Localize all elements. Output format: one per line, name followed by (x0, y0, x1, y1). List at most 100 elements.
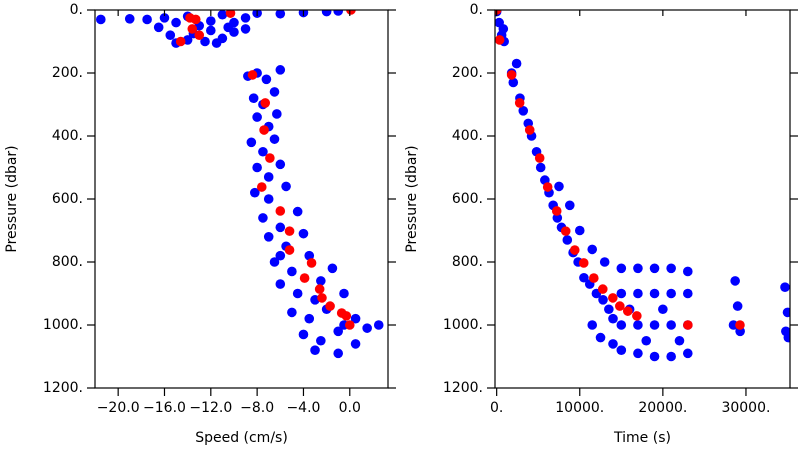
point (598, 295, 608, 305)
point (587, 320, 598, 330)
point (275, 250, 286, 261)
point (730, 276, 740, 286)
x-tick-label: 10000. (555, 400, 604, 416)
point (616, 263, 627, 274)
point (666, 320, 676, 330)
point (373, 320, 384, 330)
point (175, 36, 186, 47)
point (250, 187, 260, 198)
point (304, 313, 315, 324)
point (252, 112, 262, 122)
x-tick-label: −8.0 (240, 400, 274, 416)
point (263, 232, 274, 242)
point (314, 284, 325, 294)
point (247, 70, 258, 80)
y-tick-label: 800. (52, 254, 83, 270)
y-tick-label: 1000. (443, 317, 483, 333)
point (298, 329, 309, 340)
point (194, 30, 205, 40)
point (649, 263, 660, 274)
point (333, 348, 344, 359)
point (633, 348, 643, 359)
point (269, 134, 280, 144)
point (666, 351, 676, 362)
point (287, 266, 297, 277)
point (246, 137, 257, 148)
point (641, 335, 652, 346)
point (248, 93, 259, 103)
plot-frame (494, 9, 791, 389)
point (269, 87, 280, 97)
point (518, 106, 529, 116)
point (256, 182, 267, 192)
x-tick-label: −4.0 (286, 400, 320, 416)
point (595, 332, 606, 343)
x-axis-label: Time (s) (613, 430, 671, 446)
point (281, 181, 291, 192)
point (217, 10, 228, 20)
plot-points (95, 10, 384, 359)
point (316, 276, 326, 286)
point (508, 77, 519, 88)
y-axis-label: Pressure (dbar) (404, 145, 420, 252)
point (206, 25, 216, 36)
point (165, 30, 176, 40)
point (292, 206, 303, 217)
point (649, 288, 660, 299)
point (783, 332, 790, 343)
point (732, 301, 743, 311)
point (275, 279, 286, 289)
point (299, 273, 310, 283)
point (616, 288, 627, 299)
point (292, 288, 303, 299)
x-tick-label: 0. (490, 400, 503, 416)
point (599, 257, 610, 267)
point (514, 98, 525, 108)
point (608, 293, 618, 303)
point (287, 307, 297, 318)
point (495, 35, 505, 45)
x-tick-label: 20000. (638, 400, 687, 416)
point (275, 222, 286, 233)
point (240, 24, 251, 34)
point (333, 10, 344, 16)
y-tick-label: 400. (52, 128, 83, 144)
point (562, 235, 573, 245)
point (327, 263, 338, 274)
point (633, 288, 643, 299)
x-tick-label: 30000. (721, 400, 770, 416)
point (304, 250, 315, 261)
point (298, 228, 309, 239)
point (275, 65, 286, 75)
point (578, 258, 589, 268)
point (780, 282, 790, 293)
point (362, 323, 372, 333)
y-tick-label: 1000. (43, 317, 83, 333)
x-tick-label: −16.0 (143, 400, 186, 416)
point (597, 284, 608, 294)
point (263, 172, 274, 182)
point (171, 17, 181, 28)
point (552, 213, 563, 223)
point (506, 70, 517, 80)
point (554, 181, 564, 192)
x-tick-label: −20.0 (97, 400, 140, 416)
point (350, 313, 361, 324)
point (534, 153, 545, 163)
y-tick-label: 600. (52, 191, 83, 207)
y-tick-label: 800. (452, 254, 483, 270)
point (350, 339, 361, 349)
point (333, 326, 344, 337)
point (782, 307, 790, 318)
point (616, 320, 627, 330)
point (658, 304, 668, 315)
point (240, 13, 251, 23)
point (284, 245, 295, 255)
point (560, 226, 571, 236)
y-tick-label: 0. (70, 2, 83, 18)
point (284, 226, 295, 236)
y-axis-label: Pressure (dbar) (4, 145, 20, 252)
point (261, 74, 272, 85)
point (211, 38, 222, 48)
